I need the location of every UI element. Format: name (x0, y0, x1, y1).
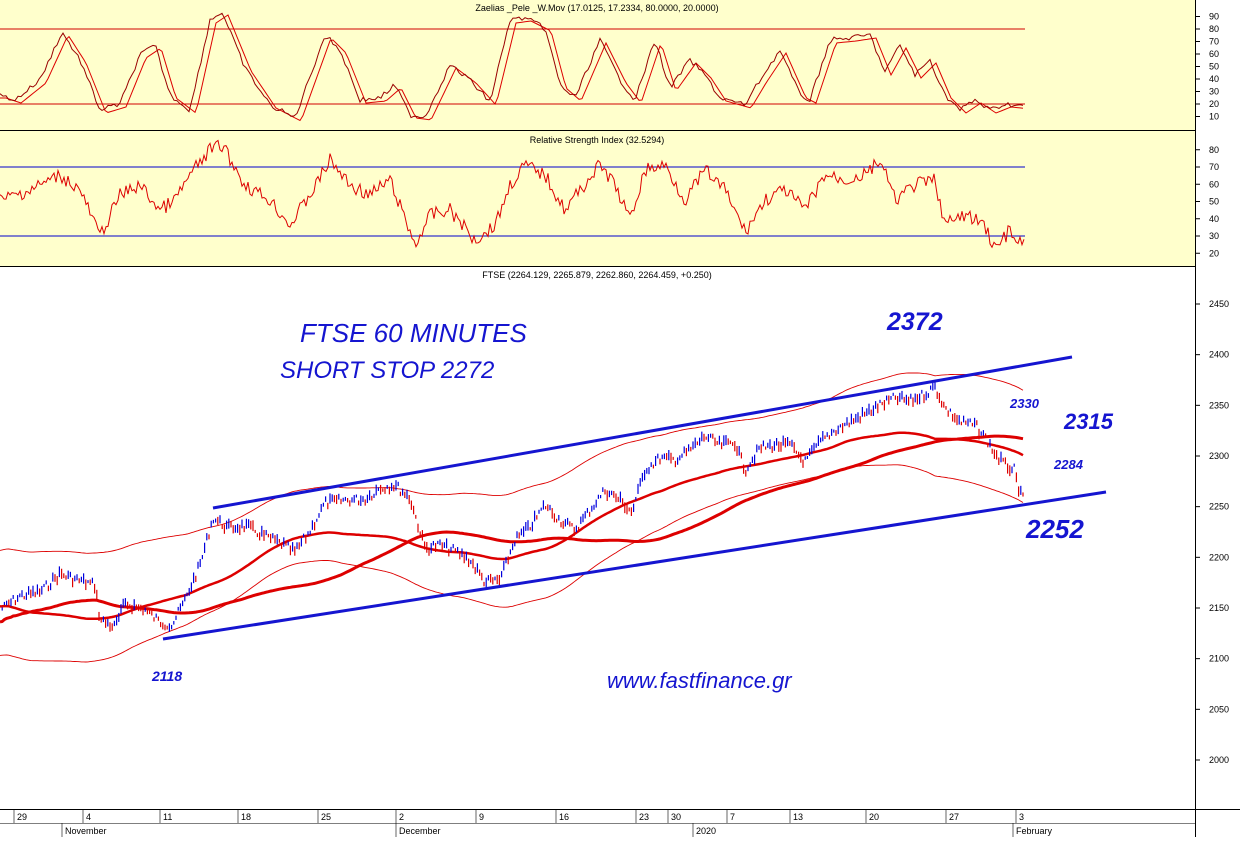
x-tick-label: 25 (321, 812, 331, 822)
x-tick-label: 4 (86, 812, 91, 822)
oscillator-panel (0, 0, 1195, 130)
price-panel (0, 267, 1195, 809)
y-tick-label: 60 (1209, 179, 1219, 189)
envelope-upper (0, 372, 1024, 554)
label-2284: 2284 (1053, 457, 1084, 472)
oscillator-signal-line (0, 14, 1024, 122)
y-tick-label: 2000 (1209, 755, 1229, 765)
y-tick-label: 40 (1209, 74, 1219, 84)
y-tick-label: 2300 (1209, 451, 1229, 461)
oscillator-lines (0, 12, 1024, 122)
x-tick-label: 18 (241, 812, 251, 822)
price-series (0, 372, 1024, 663)
y-tick-label: 2350 (1209, 400, 1229, 410)
oscillator-title: Zaelias _Pele _W.Mov (17.0125, 17.2334, … (475, 3, 718, 13)
month-label: November (65, 826, 107, 836)
y-tick-label: 2050 (1209, 704, 1229, 714)
y-tick-label: 10 (1209, 112, 1219, 122)
x-tick-label: 3 (1019, 812, 1024, 822)
x-tick-label: 30 (671, 812, 681, 822)
y-tick-label: 70 (1209, 37, 1219, 47)
y-tick-label: 40 (1209, 214, 1219, 224)
y-tick-label: 30 (1209, 231, 1219, 241)
x-tick-label: 9 (479, 812, 484, 822)
y-tick-label: 70 (1209, 162, 1219, 172)
moving-average-long (0, 434, 1024, 624)
price-title: FTSE (2264.129, 2265.879, 2262.860, 2264… (482, 270, 711, 280)
x-tick-label: 23 (639, 812, 649, 822)
y-tick-label: 2400 (1209, 350, 1229, 360)
y-tick-label: 2450 (1209, 299, 1229, 309)
x-tick-label: 7 (730, 812, 735, 822)
rsi-title: Relative Strength Index (32.5294) (530, 135, 665, 145)
price-axis: 2450 2400 2350 2300 2250 2200 2150 2100 2050 2000 (1195, 299, 1229, 765)
rsi-line (0, 139, 1025, 249)
y-tick-label: 50 (1209, 62, 1219, 72)
annotation-title-line1: FTSE 60 MINUTES (300, 318, 527, 348)
x-tick-label: 27 (949, 812, 959, 822)
label-2315: 2315 (1063, 409, 1114, 434)
label-2372: 2372 (886, 308, 943, 336)
label-2118: 2118 (151, 668, 182, 684)
rsi-line (0, 139, 1025, 249)
moving-average-short (0, 431, 1024, 621)
x-tick-label: 11 (163, 812, 172, 822)
x-tick-label: 13 (793, 812, 803, 822)
month-label: December (399, 826, 441, 836)
channel-upper-line (212, 355, 1073, 510)
y-tick-label: 20 (1209, 99, 1219, 109)
label-2330: 2330 (1009, 396, 1040, 411)
annotation-title-line2: SHORT STOP 2272 (280, 357, 494, 384)
month-label: February (1016, 826, 1053, 836)
y-tick-label: 2200 (1209, 552, 1229, 562)
y-tick-label: 50 (1209, 197, 1219, 207)
x-tick-label: 20 (869, 812, 879, 822)
x-tick-label: 2 (399, 812, 404, 822)
channel-lower-line (162, 490, 1107, 641)
month-label: 2020 (696, 826, 716, 836)
annotation-website: www.fastfinance.gr (607, 668, 793, 693)
rsi-panel (0, 131, 1195, 266)
label-2252: 2252 (1025, 514, 1084, 544)
y-tick-label: 30 (1209, 87, 1219, 97)
rsi-axis: 80 70 60 50 40 30 20 (1195, 145, 1219, 258)
x-tick-label: 16 (559, 812, 569, 822)
y-tick-label: 2250 (1209, 502, 1229, 512)
y-tick-label: 80 (1209, 145, 1219, 155)
x-tick-label: 29 (17, 812, 27, 822)
oscillator-axis: 90 80 70 60 50 40 30 20 10 (1195, 12, 1219, 122)
oscillator-main-line (0, 12, 1024, 119)
y-tick-label: 2100 (1209, 654, 1229, 664)
y-tick-label: 20 (1209, 248, 1219, 258)
y-tick-label: 80 (1209, 24, 1219, 34)
y-tick-label: 90 (1209, 12, 1219, 22)
y-tick-label: 2150 (1209, 603, 1229, 613)
y-tick-label: 60 (1209, 49, 1219, 59)
